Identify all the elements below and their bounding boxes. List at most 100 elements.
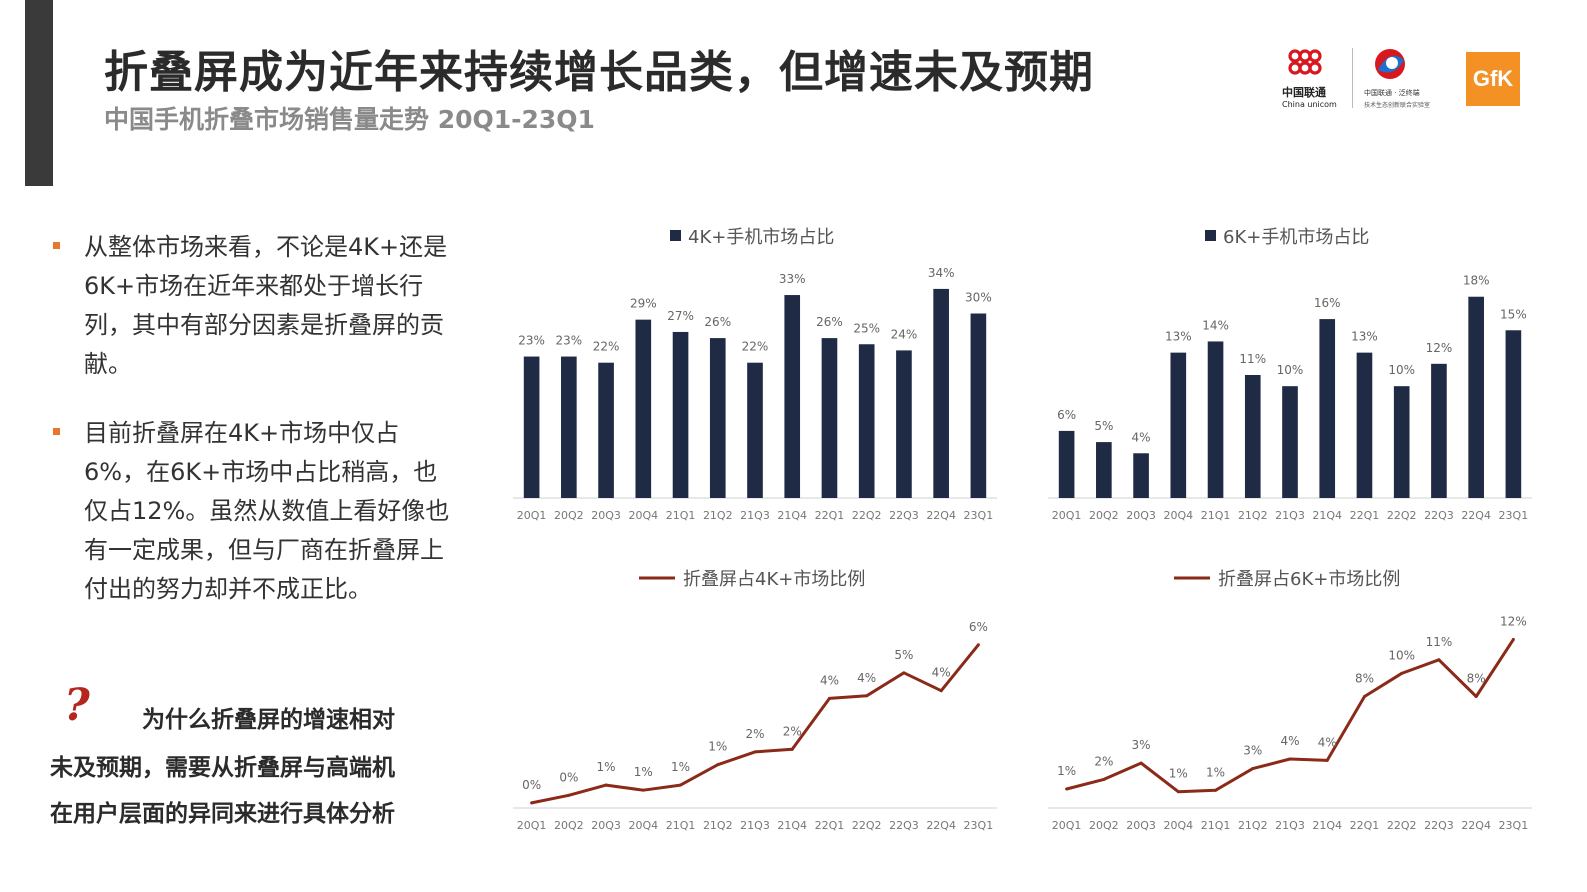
x-tick-label: 21Q4 [1312,509,1342,522]
legend-label: 4K+手机市场占比 [688,227,834,248]
x-tick-label: 22Q4 [926,509,956,522]
x-tick-label: 21Q3 [1275,509,1305,522]
series-line [1066,638,1515,794]
data-label: 1% [1169,767,1188,781]
bar-22Q3 [1431,363,1447,498]
data-label: 10% [1388,648,1415,662]
data-label: 1% [597,760,616,774]
x-tick-label: 22Q2 [1387,509,1417,522]
data-label: 34% [928,266,955,280]
legend-label: 6K+手机市场占比 [1223,227,1369,248]
bar-20Q2 [1096,442,1112,498]
line-point-20Q2 [567,793,571,797]
line-point-21Q4 [1325,758,1329,762]
unicom-knot-icon [1288,49,1322,75]
line-point-21Q3 [753,750,757,754]
data-label: 1% [671,760,690,774]
bar-22Q1 [1356,352,1373,498]
data-label: 6% [1057,408,1076,422]
x-tick-label: 23Q1 [1499,819,1529,832]
bar-20Q3 [598,362,614,498]
data-label: 12% [1500,614,1527,628]
series-line [531,643,980,805]
x-tick-label: 20Q4 [1163,509,1193,522]
bar-21Q2 [709,338,726,498]
bar-20Q1 [1058,430,1075,498]
data-label: 24% [891,327,918,341]
data-label: 27% [667,309,694,323]
bullet-item: 目前折叠屏在4K+市场中仅占6%，在6K+市场中占比稍高，也仅占12%。虽然从数… [50,414,460,609]
line-point-21Q4 [790,747,794,751]
line-point-22Q4 [939,689,943,693]
bar-20Q1 [523,356,540,498]
lab-emblem-icon [1375,49,1405,79]
x-tick-label: 22Q2 [1387,819,1417,832]
x-tick-label: 20Q2 [554,509,584,522]
x-tick-label: 20Q2 [1089,819,1119,832]
x-tick-label: 23Q1 [1499,509,1529,522]
line-point-20Q4 [641,788,645,792]
bullet-item: 从整体市场来看，不论是4K+还是6K+市场在近年来都处于增长行列，其中有部分因素… [50,228,460,384]
line-point-21Q3 [1288,757,1292,761]
x-tick-label: 22Q3 [889,819,919,832]
bar-20Q4 [635,319,652,498]
chart-6k-share-bars: 6K+手机市场占比 6% 5% 4% 13% 14% 11% 10% 16% 13% 10% 12% 1… [1048,227,1532,522]
data-label: 4% [932,666,951,680]
bullet-text: 目前折叠屏在4K+市场中仅占6%，在6K+市场中占比稍高，也仅占12%。虽然从数… [84,419,450,603]
data-label: 6% [969,620,988,634]
data-label: 11% [1239,352,1266,366]
x-tick-label: 21Q3 [740,819,770,832]
bar-22Q4 [933,288,949,498]
line-point-22Q2 [865,694,869,698]
x-tick-label: 21Q1 [1201,819,1231,832]
x-tick-label: 20Q2 [1089,509,1119,522]
data-label: 30% [965,291,992,305]
line-point-20Q1 [1065,787,1069,791]
x-tick-label: 22Q4 [1461,509,1491,522]
data-label: 3% [1243,744,1262,758]
x-tick-label: 21Q1 [1201,509,1231,522]
bullet-text: 从整体市场来看，不论是4K+还是6K+市场在近年来都处于增长行列，其中有部分因素… [84,233,448,378]
side-accent-bar [25,0,53,186]
data-label: 1% [1206,765,1225,779]
x-tick-label: 20Q2 [554,819,584,832]
square-bullet-icon [53,428,60,435]
logo-group: 中国联通 China unicom 中国联通 · 泛终端 技术生态创新联合实验室… [1280,44,1530,114]
line-point-21Q1 [1214,788,1218,792]
bar-21Q4 [784,295,801,498]
x-tick-label: 20Q3 [1126,819,1156,832]
data-label: 13% [1165,330,1192,344]
x-tick-label: 22Q3 [1424,819,1454,832]
x-tick-label: 22Q1 [815,819,845,832]
line-point-20Q3 [604,783,608,787]
data-label: 1% [634,765,653,779]
x-tick-label: 22Q2 [852,509,882,522]
line-point-20Q2 [1102,777,1106,781]
line-point-22Q3 [1437,658,1441,662]
x-tick-label: 20Q3 [591,819,621,832]
data-label: 2% [783,724,802,738]
data-label: 15% [1500,307,1527,321]
question-mark-icon: ? [64,680,90,731]
chart-legend: 折叠屏占6K+市场比例 [1174,569,1400,590]
chart-legend: 折叠屏占4K+市场比例 [639,569,865,590]
data-label: 1% [1057,764,1076,778]
data-label: 33% [779,272,806,286]
data-label: 29% [630,297,657,311]
lab-logo: 中国联通 · 泛终端 技术生态创新联合实验室 [1364,44,1454,114]
x-tick-label: 22Q4 [926,819,956,832]
data-label: 13% [1351,330,1378,344]
data-label: 10% [1388,363,1415,377]
unicom-cn-text: 中国联通 [1282,86,1326,99]
data-label: 26% [704,315,731,329]
unicom-en-text: China unicom [1282,100,1337,109]
x-tick-label: 20Q1 [1052,819,1082,832]
bar-22Q2 [858,344,875,498]
chart-foldable-4k-line: 折叠屏占4K+市场比例 0% 0% 1% 1% 1% 1% 2% 2% 4% 4% 5% 4% 6% 20Q… [513,569,997,832]
data-label: 14% [1202,318,1229,332]
chart-legend: 4K+手机市场占比 [670,227,834,248]
question-line: 在用户层面的异同来进行具体分析 [50,801,395,827]
line-point-22Q1 [827,696,831,700]
data-label: 5% [894,648,913,662]
china-unicom-logo: 中国联通 China unicom [1280,44,1344,114]
